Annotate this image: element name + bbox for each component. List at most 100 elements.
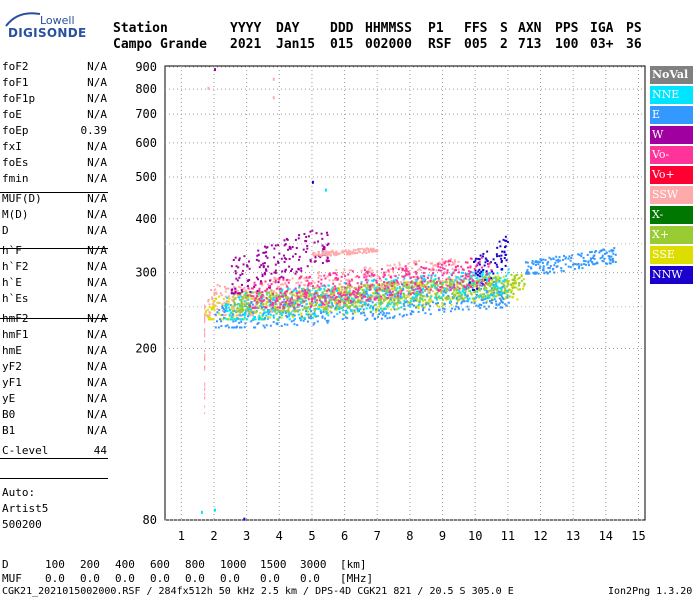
echo-point bbox=[297, 237, 300, 240]
echo-point bbox=[322, 245, 325, 248]
echo-point bbox=[307, 315, 310, 318]
echo-point bbox=[340, 286, 343, 289]
echo-point bbox=[351, 298, 354, 301]
echo-point bbox=[225, 302, 228, 305]
echo-point bbox=[253, 326, 256, 329]
echo-point bbox=[601, 254, 604, 257]
echo-point bbox=[204, 317, 206, 320]
echo-point bbox=[467, 308, 470, 311]
echo-point bbox=[274, 302, 277, 305]
echo-point bbox=[333, 294, 336, 297]
echo-outlier bbox=[272, 96, 275, 100]
echo-point bbox=[311, 297, 314, 300]
echo-point bbox=[285, 283, 288, 286]
echo-point bbox=[375, 303, 378, 306]
echo-point bbox=[425, 303, 428, 306]
echo-point bbox=[282, 305, 285, 308]
echo-point bbox=[323, 284, 326, 287]
echo-point bbox=[398, 313, 401, 316]
echo-point bbox=[512, 284, 515, 287]
echo-point bbox=[379, 300, 382, 303]
echo-point bbox=[495, 304, 498, 307]
echo-point bbox=[310, 315, 313, 318]
echo-point bbox=[324, 307, 327, 310]
echo-point bbox=[361, 305, 364, 308]
echo-point bbox=[208, 303, 211, 306]
echo-point bbox=[391, 294, 394, 297]
echo-point bbox=[365, 278, 368, 281]
echo-point bbox=[610, 249, 613, 252]
echo-point bbox=[511, 289, 514, 292]
echo-point bbox=[272, 314, 275, 317]
echo-point bbox=[253, 299, 256, 302]
echo-point bbox=[236, 318, 239, 321]
echo-point bbox=[289, 312, 292, 315]
echo-point bbox=[313, 287, 316, 290]
echo-point bbox=[281, 301, 284, 304]
echo-point bbox=[600, 249, 603, 252]
echo-point bbox=[498, 287, 501, 290]
echo-point bbox=[415, 272, 418, 275]
echo-point bbox=[272, 316, 275, 319]
echo-point bbox=[394, 302, 397, 305]
echo-point bbox=[500, 254, 503, 257]
echo-point bbox=[258, 287, 261, 290]
echo-point bbox=[577, 253, 580, 256]
echo-point bbox=[461, 300, 464, 303]
echo-point bbox=[429, 297, 432, 300]
echo-point bbox=[369, 299, 372, 302]
echo-point bbox=[580, 263, 583, 266]
echo-point bbox=[214, 304, 217, 307]
echo-point bbox=[448, 289, 451, 292]
echo-point bbox=[442, 272, 445, 275]
echo-point bbox=[254, 290, 257, 293]
echo-point bbox=[308, 316, 311, 319]
echo-point bbox=[414, 278, 417, 281]
echo-point bbox=[512, 281, 515, 284]
echo-point bbox=[525, 270, 528, 273]
echo-point bbox=[266, 318, 269, 321]
footer-muf-value: 0.0 bbox=[260, 572, 280, 585]
echo-point bbox=[289, 311, 292, 314]
echo-point bbox=[248, 279, 251, 282]
echo-point bbox=[481, 278, 484, 281]
echo-point bbox=[398, 300, 401, 303]
footer-muf-value: 0.0 bbox=[45, 572, 65, 585]
echo-point bbox=[416, 275, 419, 278]
echo-point bbox=[350, 251, 353, 254]
echo-point bbox=[204, 384, 206, 387]
echo-point bbox=[463, 286, 466, 289]
echo-point bbox=[451, 260, 454, 263]
echo-point bbox=[219, 292, 222, 295]
echo-point bbox=[385, 287, 388, 290]
header-value: 002000 bbox=[365, 37, 412, 52]
echo-point bbox=[275, 322, 278, 325]
echo-point bbox=[351, 291, 354, 294]
echo-point bbox=[286, 290, 289, 293]
echo-point bbox=[553, 271, 556, 274]
echo-point bbox=[357, 300, 360, 303]
echo-point bbox=[389, 281, 392, 284]
echo-point bbox=[257, 253, 260, 256]
echo-point bbox=[610, 255, 613, 258]
echo-point bbox=[441, 304, 444, 307]
echo-point bbox=[463, 288, 466, 291]
echo-point bbox=[383, 294, 386, 297]
echo-point bbox=[502, 275, 505, 278]
echo-point bbox=[247, 260, 250, 263]
echo-point bbox=[284, 291, 287, 294]
echo-point bbox=[280, 290, 283, 293]
echo-point bbox=[489, 293, 492, 296]
echo-point bbox=[586, 253, 589, 256]
echo-point bbox=[278, 311, 281, 314]
echo-point bbox=[340, 251, 343, 254]
echo-point bbox=[357, 298, 360, 301]
echo-point bbox=[240, 298, 243, 301]
echo-point bbox=[247, 297, 250, 300]
echo-point bbox=[363, 301, 366, 304]
echo-point bbox=[469, 257, 472, 260]
echo-point bbox=[317, 271, 320, 274]
echo-point bbox=[382, 276, 385, 279]
echo-point bbox=[505, 239, 508, 242]
echo-point bbox=[243, 296, 246, 299]
